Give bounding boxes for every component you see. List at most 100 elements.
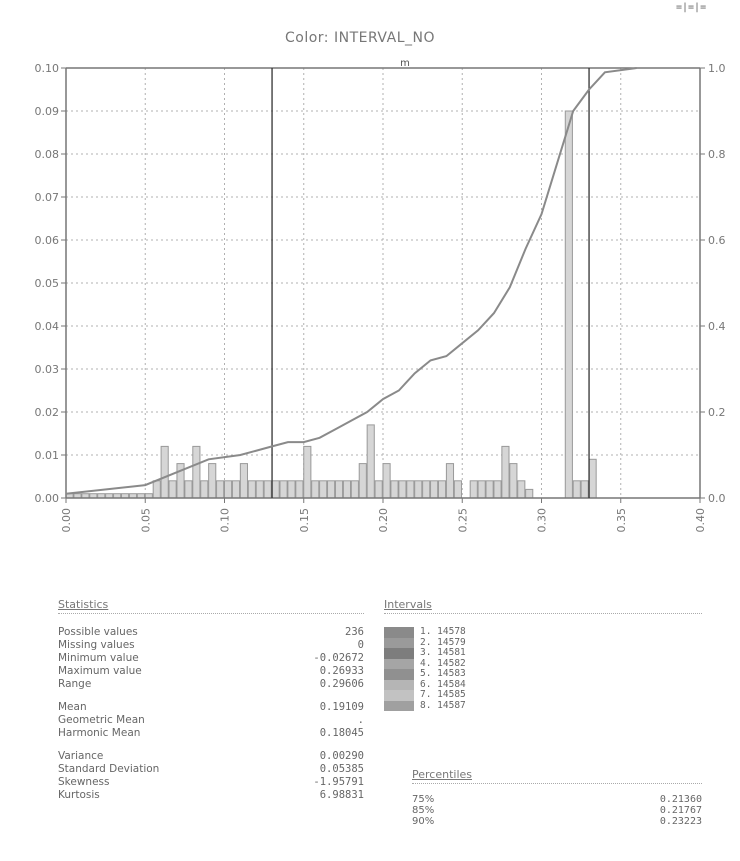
stat-row: Variance 0.00290 [58,750,364,763]
histogram-bar [382,463,391,499]
histogram-bar [374,480,383,499]
interval-item[interactable]: 1. 14578 [384,626,702,638]
interval-color-swatch [384,648,414,659]
y-tick-label: 0.10 [35,62,60,75]
interval-label: 5. 14583 [420,668,466,679]
interval-label: 4. 14582 [420,657,466,669]
y2-tick-label: 0.6 [708,234,726,247]
histogram-bar [477,480,486,499]
interval-color-swatch [384,627,414,638]
x-tick-label: 0.25 [456,508,469,533]
y2-tick-label: 0.4 [708,320,726,333]
stat-row: Geometric Mean. [58,714,364,727]
histogram-bar [160,445,169,499]
stat-value: 0.21767 [659,805,702,816]
interval-color-swatch [384,637,414,648]
histogram-bar [168,480,177,499]
stat-label: Possible values [58,626,138,638]
histogram-bar [216,480,225,499]
stat-value: 0.19109 [319,701,364,713]
histogram-chart: 0.00 0.01 0.02 0.03 0.04 0.05 0.06 0.07 0.08 0.09… [35,58,726,533]
histogram-bar [287,480,296,499]
interval-item[interactable]: 3. 14581 [384,647,702,659]
stat-label: 90% [412,816,435,827]
stat-label: Geometric Mean [58,714,145,726]
statistics-heading: Statistics [58,598,364,614]
stat-value: -0.02672 [313,652,364,664]
stat-value: 0.05385 [319,763,364,775]
histogram-bar [572,480,581,499]
intervals-list: 1. 14578 2. 14579 3. 14581 4. 14582 5. 14583… [384,626,702,711]
histogram-bar [200,480,209,499]
histogram-bar [564,110,573,499]
x-tick-label: 0.30 [536,508,549,533]
histogram-bar [430,480,439,499]
stat-value: 0.23223 [659,816,702,827]
stat-label: Variance [58,750,104,762]
interval-item[interactable]: 5. 14583 [384,668,702,680]
stat-row: Minimum value -0.02672 [58,652,364,665]
histogram-bar [231,480,241,499]
x-tick-label: 0.05 [139,508,152,533]
stat-value: -1.95791 [313,776,364,788]
histogram-bar [247,480,256,499]
interval-item[interactable]: 7. 14585 [384,689,702,701]
statistics-group-means: Mean 0.19109 Geometric Mean. Harmonic Mean 0… [58,701,364,740]
y-tick-label: 0.05 [35,277,60,290]
stat-label: Range [58,678,92,690]
stat-row: Missing values 0 [58,639,364,652]
stat-label: Standard Deviation [58,763,160,775]
histogram-bar [350,480,359,499]
histogram-bar [398,480,407,499]
legend-toggle-icon[interactable]: =|=|= [676,2,707,13]
stat-row: Mean 0.19109 [58,701,364,714]
stat-label: 75% [412,794,435,805]
histogram-bar [192,445,201,499]
histogram-bar [509,463,518,499]
stat-value: 0.18045 [319,727,364,739]
statistics-panel: Statistics Possible values 236 Missing val… [58,598,364,802]
histogram-bar [580,480,589,499]
interval-color-swatch [384,700,414,711]
histogram-bar [311,480,320,499]
stat-label: Missing values [58,639,135,651]
stat-value: 0.21360 [659,794,702,805]
x-tick-label: 0.40 [694,508,707,533]
y-tick-label: 0.00 [35,492,60,505]
histogram-bar [184,480,193,499]
percentiles-panel: Percentiles 75% 0.21360 85% 0.21767 90% 0.232… [412,768,702,827]
stat-label: Minimum value [58,652,139,664]
interval-label: 2. 14579 [420,636,466,648]
interval-item[interactable]: 6. 14584 [384,679,702,690]
intervals-heading: Intervals [384,598,702,614]
histogram-bar [239,463,248,499]
interval-item[interactable]: 4. 14582 [384,657,702,669]
stat-row: Maximum value 0.26933 [58,665,364,678]
histogram-bar [437,480,447,499]
histogram-bar [255,480,264,499]
stat-value: 236 [345,626,364,638]
histogram-bar [152,480,161,499]
histogram-bar [334,480,344,499]
stat-label: Kurtosis [58,789,100,801]
y2-tick-label: 0.2 [708,406,726,419]
x-tick-label: 0.15 [298,508,311,533]
histogram-bar [224,480,233,499]
histogram-bar [271,480,280,499]
histogram-bar [406,480,415,499]
histogram-bar [295,480,304,499]
histogram-bar [390,480,399,499]
stat-row: Kurtosis 6.98831 [58,789,364,802]
interval-item[interactable]: 8. 14587 [384,700,702,711]
histogram-bar [263,480,272,499]
histogram-bar [366,424,375,499]
histogram-bar [525,488,534,499]
y2-tick-label: 0.8 [708,148,726,161]
interval-label: 7. 14585 [420,689,466,700]
histogram-bar [342,480,352,499]
interval-item[interactable]: 2. 14579 [384,636,702,648]
histogram-bar [327,480,336,499]
interval-color-swatch [384,669,414,680]
stat-value: 0.00290 [319,750,364,762]
histogram-bar [469,480,478,499]
